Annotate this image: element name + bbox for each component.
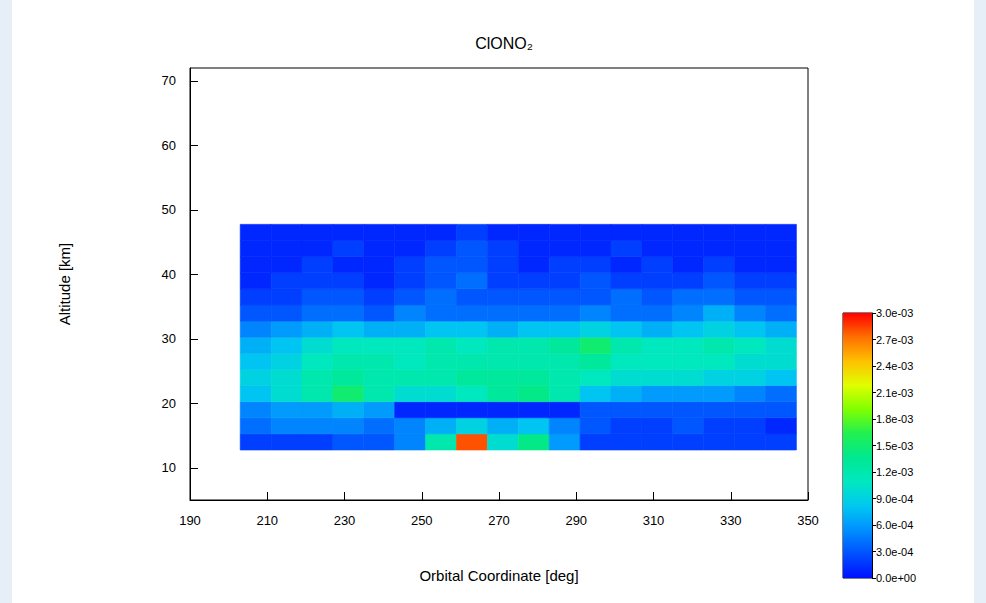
svg-text:310: 310: [643, 513, 665, 528]
svg-text:40: 40: [162, 267, 176, 282]
svg-text:210: 210: [256, 513, 278, 528]
svg-text:230: 230: [334, 513, 356, 528]
svg-text:1.5e-03: 1.5e-03: [876, 440, 913, 452]
svg-text:2.4e-03: 2.4e-03: [876, 360, 913, 372]
svg-text:60: 60: [162, 138, 176, 153]
svg-text:ClONO₂: ClONO₂: [475, 35, 533, 52]
svg-text:70: 70: [162, 73, 176, 88]
svg-text:1.2e-03: 1.2e-03: [876, 466, 913, 478]
svg-text:10: 10: [162, 460, 176, 475]
svg-text:0.0e+00: 0.0e+00: [876, 572, 916, 584]
svg-text:290: 290: [565, 513, 587, 528]
svg-text:6.0e-04: 6.0e-04: [876, 519, 913, 531]
svg-text:20: 20: [162, 396, 176, 411]
svg-text:30: 30: [162, 331, 176, 346]
svg-text:9.0e-04: 9.0e-04: [876, 493, 913, 505]
svg-text:270: 270: [488, 513, 510, 528]
svg-text:3.0e-04: 3.0e-04: [876, 546, 913, 558]
svg-text:330: 330: [720, 513, 742, 528]
svg-text:250: 250: [411, 513, 433, 528]
svg-text:2.1e-03: 2.1e-03: [876, 387, 913, 399]
svg-text:190: 190: [179, 513, 201, 528]
svg-text:1.8e-03: 1.8e-03: [876, 413, 913, 425]
svg-text:Altitude [km]: Altitude [km]: [56, 243, 73, 326]
svg-text:50: 50: [162, 202, 176, 217]
svg-text:2.7e-03: 2.7e-03: [876, 334, 913, 346]
svg-text:3.0e-03: 3.0e-03: [876, 307, 913, 319]
svg-text:350: 350: [797, 513, 819, 528]
svg-text:Orbital Coordinate [deg]: Orbital Coordinate [deg]: [419, 567, 578, 584]
